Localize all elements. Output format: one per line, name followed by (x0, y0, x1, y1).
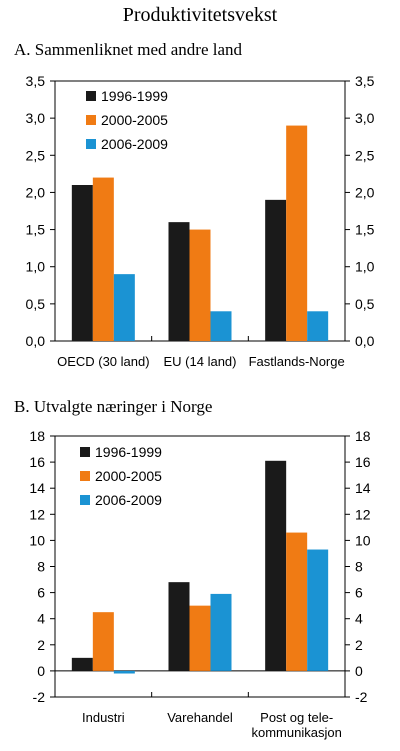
chart-a-legend-label: 2006-2009 (101, 136, 168, 152)
chart-b-category-label: Post og tele-kommunikasjon (252, 710, 342, 740)
chart-b-category-label-line: kommunikasjon (252, 725, 342, 740)
chart-a-bar (210, 311, 232, 341)
chart-b-ytick-label-right: 12 (355, 506, 371, 522)
chart-a-ytick-label-right: 3,5 (355, 73, 375, 89)
figure-title: Produktivitetsvekst (123, 4, 278, 26)
chart-a-category-label: Fastlands-Norge (249, 354, 345, 369)
chart-b-bar (92, 612, 114, 671)
chart-a-ytick-label-left: 3,5 (26, 73, 46, 89)
chart-b-ytick-label-right: -2 (355, 689, 368, 705)
chart-a-ytick-label-left: 3,0 (26, 110, 46, 126)
chart-a-legend-label: 1996-1999 (101, 88, 168, 104)
chart-b-ytick-label-left: 0 (37, 663, 45, 679)
chart-b-title: B. Utvalgte næringer i Norge (14, 397, 212, 416)
chart-a-bar (71, 185, 93, 341)
chart-b: -2 -2 0 0 2 2 4 4 6 6 8 8 10 10 12 12 14 14 16 16 18 18 Indust… (29, 428, 370, 740)
chart-a-legend-swatch (86, 91, 96, 101)
chart-a-ytick-label-right: 2,0 (355, 184, 375, 200)
chart-a-ytick-label-left: 0,0 (26, 333, 46, 349)
chart-a-ytick-label-right: 1,0 (355, 259, 375, 275)
chart-b-ytick-label-left: 2 (37, 637, 45, 653)
chart-b-bar (168, 582, 190, 671)
chart-b-category-label-line: Post og tele- (260, 710, 333, 725)
chart-b-legend-label: 2006-2009 (95, 492, 162, 508)
chart-b-legend-swatch (80, 447, 90, 457)
chart-b-ytick-label-right: 6 (355, 585, 363, 601)
chart-b-bar (210, 593, 232, 671)
chart-b-bar (71, 657, 93, 671)
chart-b-ytick-label-left: 4 (37, 611, 45, 627)
chart-b-legend-swatch (80, 471, 90, 481)
chart-a-ytick-label-left: 0,5 (26, 296, 46, 312)
chart-b-ytick-label-right: 0 (355, 663, 363, 679)
chart-b-ytick-label-left: 6 (37, 585, 45, 601)
chart-a-category-label-line: Fastlands-Norge (249, 354, 345, 369)
chart-a-bar (113, 274, 135, 341)
chart-a: 0,0 0,0 0,5 0,5 1,0 1,0 1,5 1,5 2,0 2,0 2,5 2,5 3,0 3… (26, 73, 375, 369)
chart-a-category-label: OECD (30 land) (57, 354, 149, 369)
chart-a-category-label-line: OECD (30 land) (57, 354, 149, 369)
chart-b-ytick-label-left: 12 (29, 506, 45, 522)
chart-a-title: A. Sammenliknet med andre land (14, 40, 243, 59)
chart-b-category-label: Industri (82, 710, 125, 725)
chart-a-bar (286, 125, 308, 341)
chart-a-legend-label: 2000-2005 (101, 112, 168, 128)
chart-a-ytick-label-right: 0,5 (355, 296, 375, 312)
chart-a-category-label-line: EU (14 land) (164, 354, 237, 369)
chart-b-bar (286, 532, 308, 671)
chart-a-ytick-label-left: 1,5 (26, 222, 46, 238)
chart-a-ytick-label-left: 2,0 (26, 184, 46, 200)
chart-b-ytick-label-right: 16 (355, 454, 371, 470)
chart-b-category-label-line: Industri (82, 710, 125, 725)
chart-a-bar (92, 177, 114, 341)
chart-a-bar (265, 199, 287, 341)
chart-a-ytick-label-right: 3,0 (355, 110, 375, 126)
chart-b-bar (113, 670, 135, 674)
chart-b-bar (189, 605, 211, 671)
chart-b-ytick-label-left: 10 (29, 532, 45, 548)
chart-b-ytick-label-right: 2 (355, 637, 363, 653)
chart-b-ytick-label-right: 10 (355, 532, 371, 548)
chart-b-bar (265, 460, 287, 671)
chart-a-legend-swatch (86, 115, 96, 125)
chart-a-legend-swatch (86, 139, 96, 149)
chart-b-ytick-label-left: -2 (33, 689, 46, 705)
chart-b-ytick-label-right: 14 (355, 480, 371, 496)
chart-a-ytick-label-right: 2,5 (355, 147, 375, 163)
chart-b-category-label: Varehandel (167, 710, 233, 725)
chart-a-ytick-label-right: 1,5 (355, 222, 375, 238)
chart-a-bar (168, 222, 190, 341)
chart-b-legend-label: 2000-2005 (95, 468, 162, 484)
chart-a-category-label: EU (14 land) (164, 354, 237, 369)
chart-b-category-label-line: Varehandel (167, 710, 233, 725)
chart-a-ytick-label-right: 0,0 (355, 333, 375, 349)
chart-a-bar (307, 311, 329, 341)
chart-a-ytick-label-left: 1,0 (26, 259, 46, 275)
chart-b-ytick-label-right: 4 (355, 611, 363, 627)
chart-b-ytick-label-right: 8 (355, 559, 363, 575)
chart-b-legend-swatch (80, 495, 90, 505)
chart-b-ytick-label-right: 18 (355, 428, 371, 444)
chart-a-ytick-label-left: 2,5 (26, 147, 46, 163)
chart-b-bar (307, 549, 329, 671)
chart-b-ytick-label-left: 18 (29, 428, 45, 444)
chart-b-ytick-label-left: 8 (37, 559, 45, 575)
chart-b-ytick-label-left: 16 (29, 454, 45, 470)
chart-a-bar (189, 229, 211, 341)
chart-b-legend-label: 1996-1999 (95, 444, 162, 460)
chart-b-ytick-label-left: 14 (29, 480, 45, 496)
